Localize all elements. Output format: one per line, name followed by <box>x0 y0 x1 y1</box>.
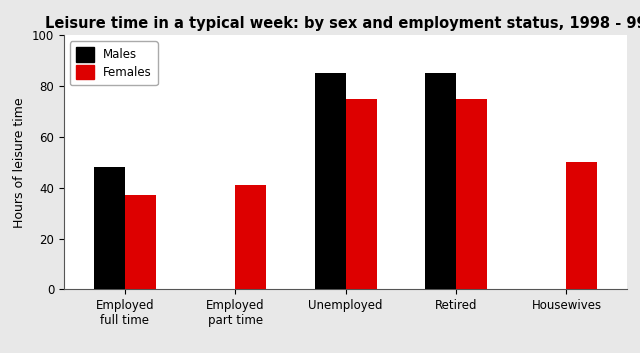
Bar <box>235 185 266 289</box>
Bar <box>125 196 156 289</box>
Bar <box>346 99 376 289</box>
Bar <box>315 73 346 289</box>
Bar <box>456 99 487 289</box>
Bar <box>566 162 597 289</box>
Y-axis label: Hours of leisure time: Hours of leisure time <box>13 97 26 228</box>
Title: Leisure time in a typical week: by sex and employment status, 1998 - 99: Leisure time in a typical week: by sex a… <box>45 16 640 31</box>
Legend: Males, Females: Males, Females <box>70 41 157 85</box>
Bar <box>425 73 456 289</box>
Bar <box>94 167 125 289</box>
